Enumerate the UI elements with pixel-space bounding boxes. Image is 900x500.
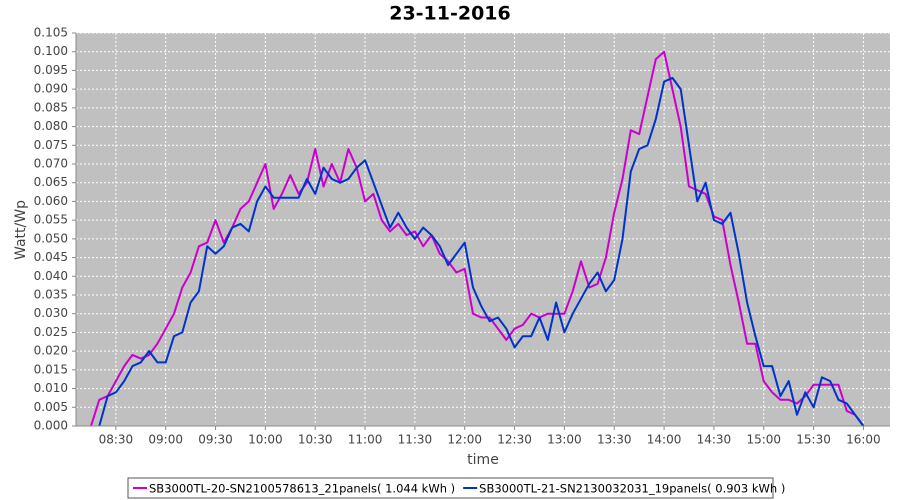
x-tick-label: 08:30 (99, 433, 134, 447)
x-tick-label: 15:00 (746, 433, 781, 447)
x-tick-label: 11:00 (348, 433, 383, 447)
series-line (98, 76, 865, 427)
lines (90, 50, 865, 427)
x-tick-label: 13:30 (597, 433, 632, 447)
x-tick-label: 11:30 (398, 433, 433, 447)
y-tick-label: 0.085 (34, 100, 68, 114)
y-tick-label: 0.060 (34, 194, 68, 208)
y-tick-label: 0.050 (34, 231, 68, 245)
y-tick-label: 0.000 (34, 419, 68, 433)
chart-title: 23-11-2016 (389, 3, 511, 25)
legend-label: SB3000TL-20-SN2100578613_21panels( 1.044… (149, 482, 455, 496)
y-tick-label: 0.035 (34, 288, 68, 302)
x-tick-label: 09:30 (198, 433, 233, 447)
legend (127, 477, 774, 499)
y-tick-label: 0.040 (34, 269, 68, 283)
y-tick-label: 0.100 (34, 44, 68, 58)
y-tick-label: 0.015 (34, 362, 68, 376)
x-tick-label: 09:00 (148, 433, 183, 447)
x-tick-label: 13:00 (547, 433, 582, 447)
y-tick-label: 0.070 (34, 157, 68, 171)
grid (76, 32, 890, 427)
x-tick-label: 12:30 (497, 433, 532, 447)
x-tick-label: 14:30 (697, 433, 732, 447)
y-tick-label: 0.030 (34, 306, 68, 320)
x-tick-label: 15:30 (796, 433, 831, 447)
y-axis-label: Watt/Wp (13, 200, 29, 260)
x-tick-label: 10:00 (248, 433, 283, 447)
series-line (90, 50, 865, 427)
y-tick-label: 0.105 (34, 26, 68, 40)
x-tick-label: 16:00 (846, 433, 881, 447)
x-tick-label: 10:30 (298, 433, 333, 447)
legend-label: SB3000TL-21-SN2130032031_19panels( 0.903… (479, 482, 785, 496)
y-tick-label: 0.065 (34, 175, 68, 189)
y-tick-label: 0.055 (34, 213, 68, 227)
y-tick-label: 0.095 (34, 63, 68, 77)
x-tick-label: 12:00 (447, 433, 482, 447)
y-tick-label: 0.080 (34, 119, 68, 133)
y-tick-label: 0.075 (34, 138, 68, 152)
y-tick-label: 0.010 (34, 381, 68, 395)
y-tick-label: 0.020 (34, 344, 68, 358)
y-tick-label: 0.045 (34, 250, 68, 264)
y-tick-label: 0.025 (34, 325, 68, 339)
x-tick-label: 14:00 (647, 433, 682, 447)
y-tick-label: 0.005 (34, 400, 68, 414)
x-axis-label: time (467, 452, 499, 468)
y-tick-label: 0.090 (34, 82, 68, 96)
